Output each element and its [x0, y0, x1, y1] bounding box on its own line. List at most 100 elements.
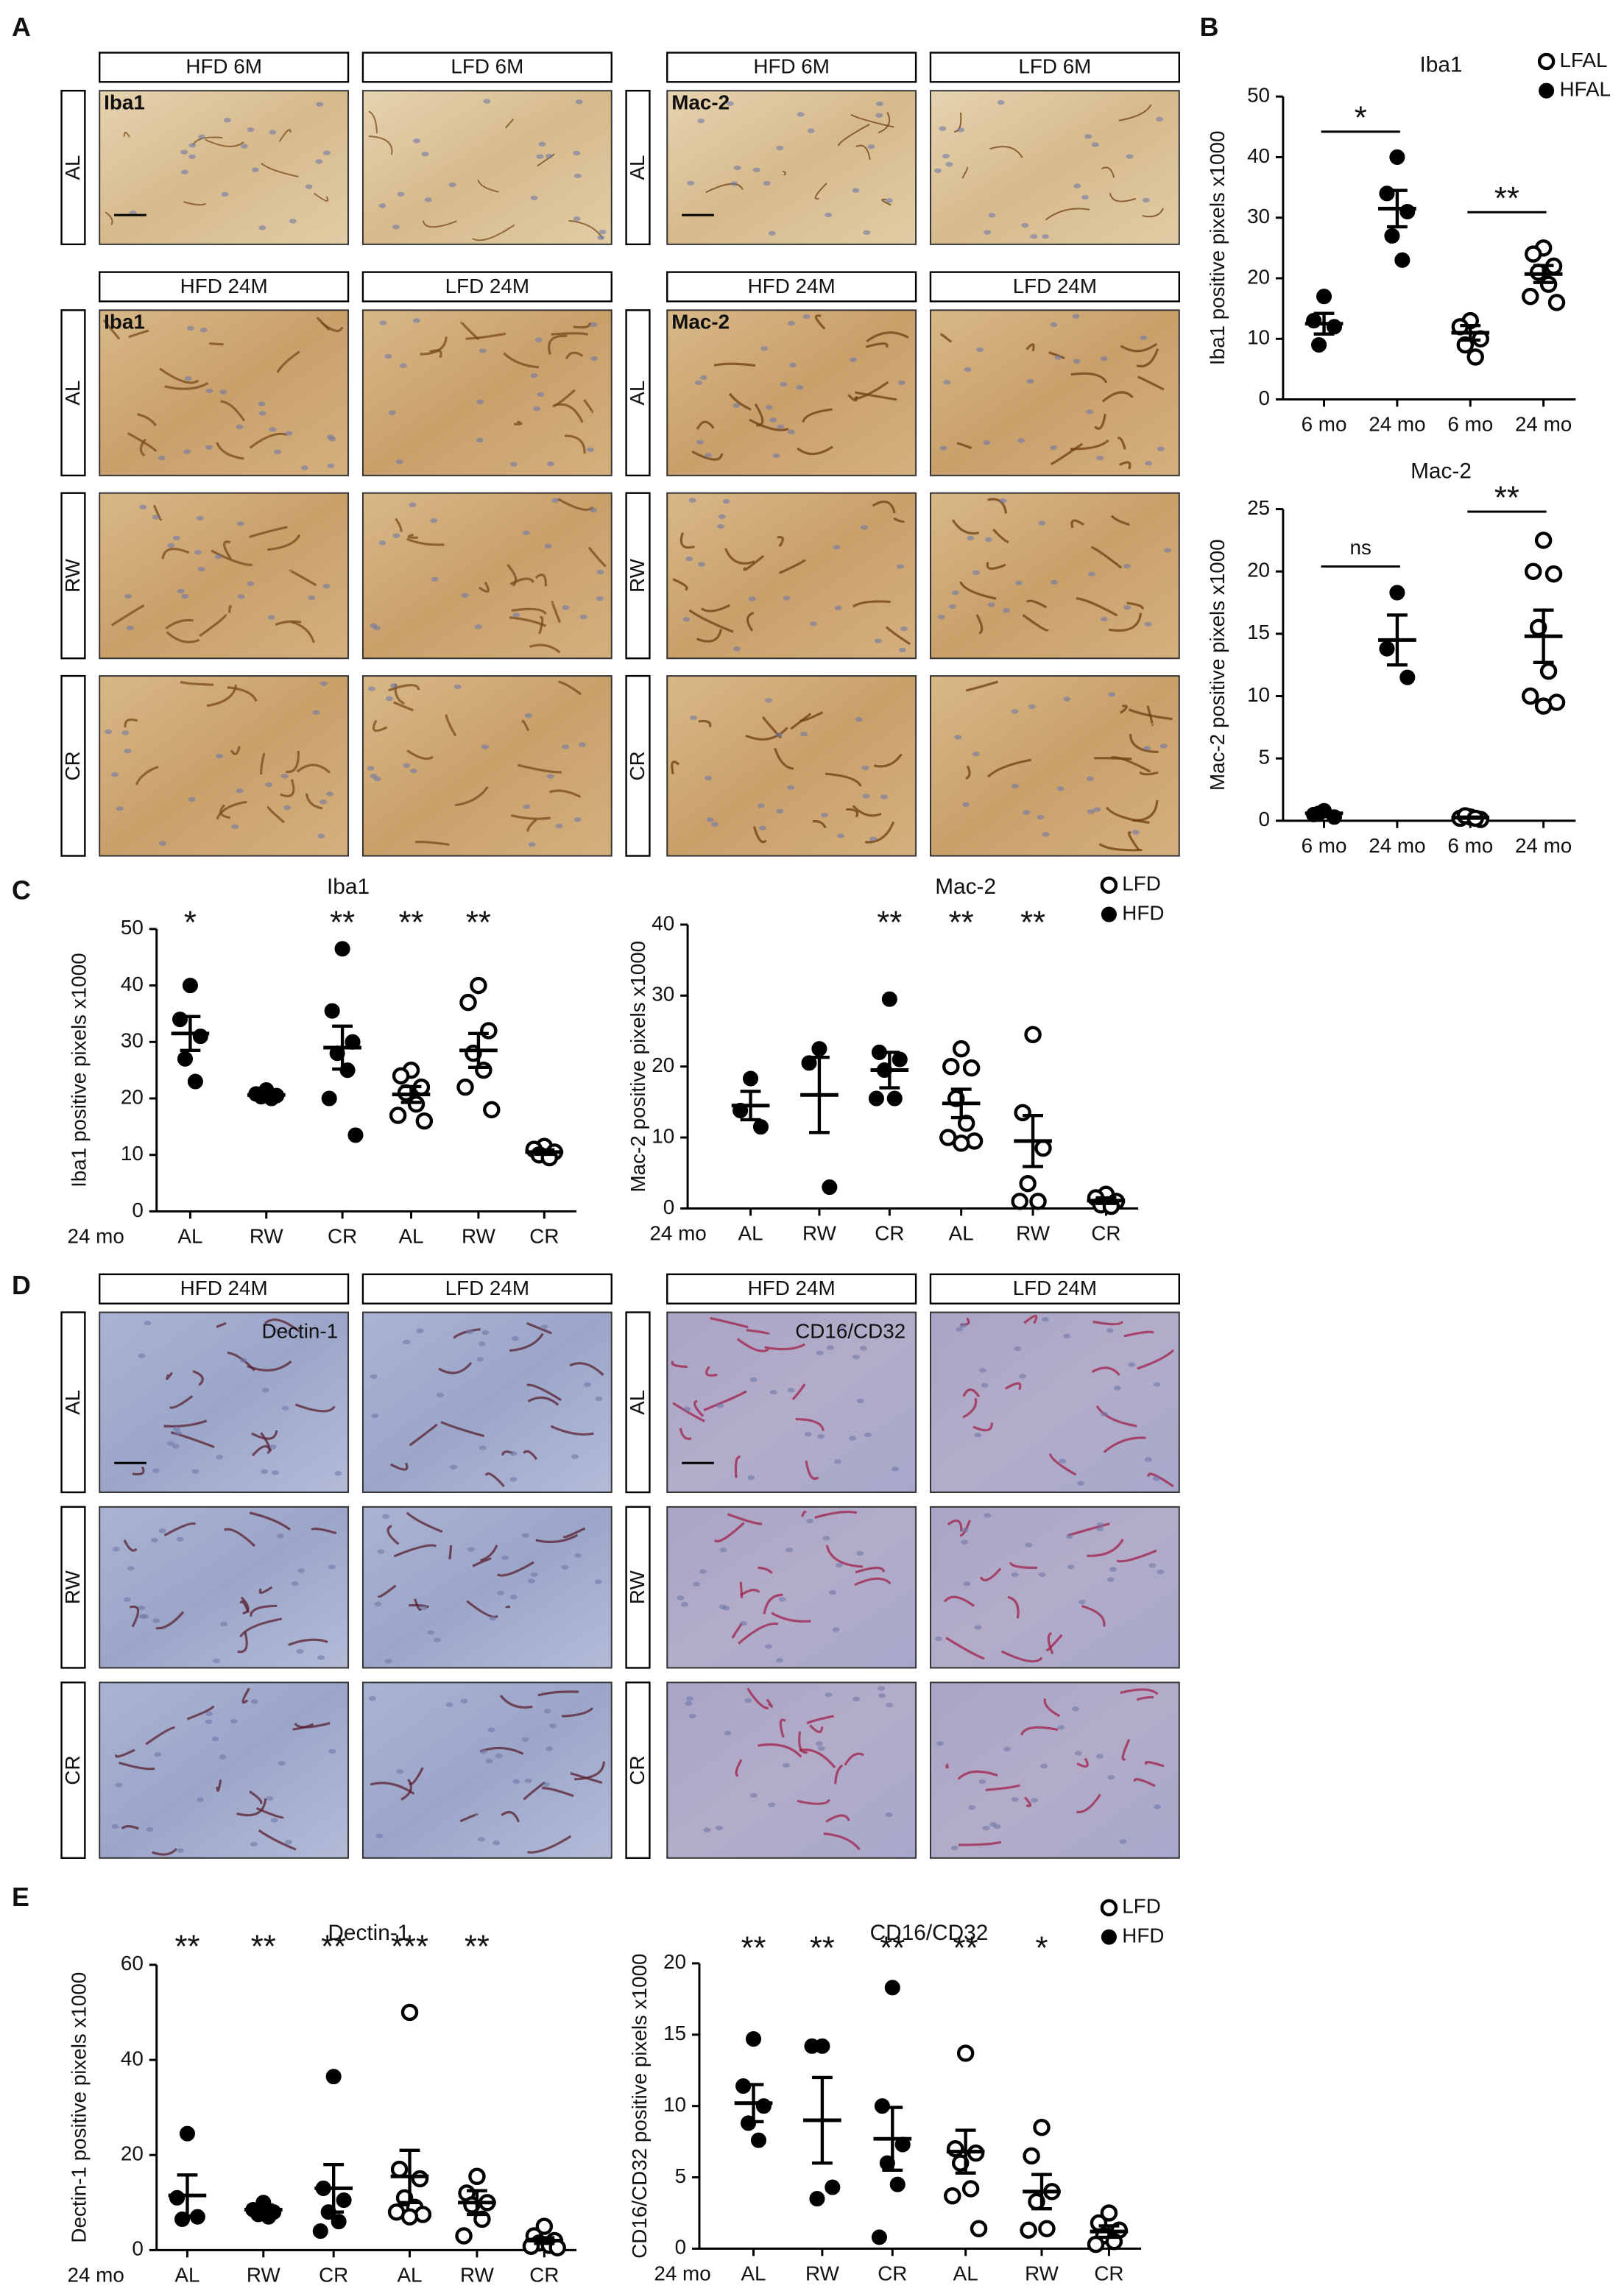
- nucleus: [172, 535, 180, 540]
- y-tick-label: 0: [663, 1196, 674, 1218]
- nucleus: [377, 1549, 385, 1554]
- data-point: [535, 2217, 554, 2235]
- cell-process: [1048, 1453, 1077, 1476]
- nucleus: [403, 763, 411, 768]
- nucleus: [278, 1760, 286, 1766]
- cell-process: [1133, 1778, 1156, 1787]
- cell-process: [386, 1525, 400, 1545]
- nucleus: [322, 150, 331, 155]
- nucleus: [852, 1696, 860, 1701]
- cell-process: [1144, 1760, 1165, 1768]
- error-bar: [950, 1087, 972, 1120]
- nucleus: [1023, 810, 1031, 815]
- data-point: [182, 978, 198, 994]
- nucleus: [538, 141, 546, 147]
- cell-process: [1110, 515, 1130, 526]
- header-box: [99, 1273, 350, 1305]
- data-point: [415, 1112, 434, 1130]
- data-point: [868, 1090, 884, 1107]
- cell-process: [945, 1637, 985, 1660]
- cell-process: [249, 1511, 291, 1531]
- column-header: LFD 24M: [1013, 275, 1097, 297]
- nucleus: [322, 584, 331, 589]
- cell-process: [511, 607, 547, 615]
- row-label: CR: [626, 751, 649, 780]
- data-point: [389, 1107, 407, 1124]
- nucleus: [479, 1445, 487, 1450]
- cell-process: [526, 819, 537, 832]
- significance-label: ns: [1350, 536, 1371, 559]
- header-box: [99, 271, 350, 303]
- nucleus: [240, 144, 248, 149]
- micrograph: [666, 90, 917, 245]
- cell-process: [735, 1759, 743, 1777]
- nucleus: [573, 173, 582, 179]
- nucleus: [1011, 783, 1019, 788]
- cell-process: [1137, 375, 1165, 391]
- nucleus: [424, 197, 432, 202]
- nucleus: [562, 605, 570, 610]
- cell-process: [798, 1731, 808, 1754]
- cell-process: [409, 1767, 424, 1785]
- nucleus: [760, 346, 768, 351]
- cell-process: [814, 183, 827, 200]
- cell-process: [1087, 1538, 1124, 1557]
- cell-process: [276, 350, 300, 373]
- data-point: [743, 1070, 759, 1087]
- cell-process: [199, 613, 227, 638]
- cell-process: [1110, 756, 1151, 773]
- row-label-box: [60, 492, 86, 660]
- nucleus: [544, 543, 552, 548]
- cell-process: [1092, 1320, 1124, 1326]
- row-label: RW: [626, 558, 649, 593]
- nucleus: [807, 128, 815, 133]
- error-bar: [253, 2203, 274, 2217]
- nucleus: [599, 229, 607, 235]
- nucleus: [1113, 1386, 1121, 1391]
- significance-label: **: [465, 1929, 490, 1965]
- data-point: [947, 2140, 964, 2158]
- nucleus: [219, 389, 227, 395]
- cell-process: [388, 684, 420, 692]
- cell-process: [583, 399, 594, 414]
- cell-process: [370, 1782, 415, 1795]
- nucleus: [724, 1730, 732, 1736]
- cell-process: [1076, 597, 1118, 617]
- cell-process: [164, 381, 209, 390]
- cell-process: [855, 391, 897, 401]
- cell-process: [565, 434, 586, 454]
- data-point: [1539, 662, 1558, 680]
- cell-process: [480, 1545, 498, 1562]
- cell-process: [503, 352, 540, 369]
- cell-process: [275, 620, 302, 627]
- error-bar: [255, 1091, 277, 1098]
- data-point: [179, 2125, 195, 2142]
- nucleus: [146, 1827, 154, 1832]
- nucleus: [1071, 1706, 1079, 1712]
- cell-process: [1023, 1314, 1038, 1324]
- row-label-box: [60, 90, 86, 246]
- nucleus: [886, 1702, 894, 1708]
- data-point: [1379, 640, 1395, 657]
- x-tick-label: RW: [802, 1222, 837, 1245]
- micrograph: [361, 675, 612, 857]
- nucleus: [308, 595, 316, 601]
- nucleus: [1096, 1522, 1104, 1528]
- panel-label: E: [12, 1882, 29, 1912]
- cell-process: [749, 418, 789, 431]
- cell-process: [472, 224, 515, 241]
- chart-title: Mac-2: [1411, 459, 1472, 484]
- y-tick-label: 0: [132, 2237, 143, 2260]
- cell-process: [1136, 348, 1159, 368]
- nucleus: [987, 602, 995, 607]
- nucleus: [705, 453, 713, 458]
- nucleus: [205, 1719, 213, 1724]
- nucleus: [378, 540, 386, 546]
- nucleus: [1084, 134, 1092, 139]
- row-label-box: [625, 1311, 651, 1494]
- cell-process: [1076, 1757, 1089, 1768]
- nucleus: [385, 696, 393, 702]
- nucleus: [748, 596, 756, 601]
- nucleus: [1106, 1327, 1114, 1333]
- data-point: [1524, 562, 1542, 580]
